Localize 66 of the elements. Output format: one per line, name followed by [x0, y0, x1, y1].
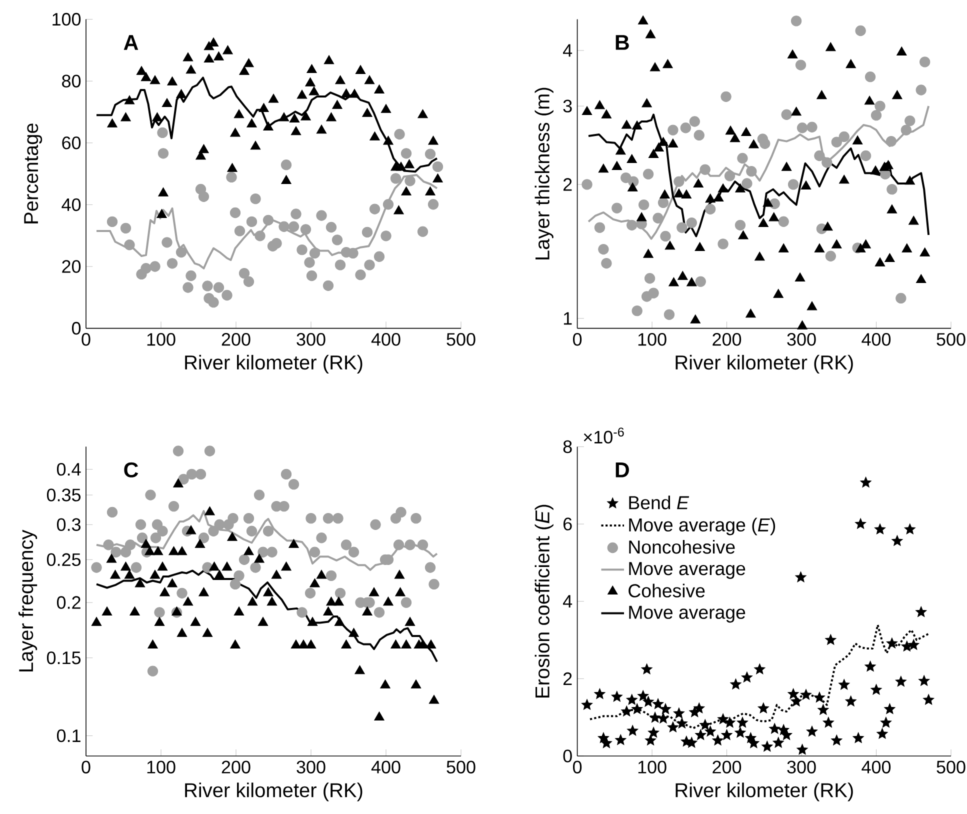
x-tick-label: 200 — [222, 760, 250, 774]
x-axis-title: River kilometer (RK) — [185, 354, 362, 374]
y-tick-label: 100 — [52, 12, 81, 26]
x-tick-label: 0 — [82, 333, 90, 346]
text: D — [616, 462, 629, 478]
x-tick-label: 100 — [638, 333, 666, 346]
y-tick-label: 0 — [563, 750, 572, 762]
x-tick-label: 300 — [787, 333, 816, 346]
x-tick-label: 400 — [371, 333, 400, 346]
y-axis-title: Percentage — [24, 124, 42, 224]
y-tick-label: 2 — [563, 672, 572, 685]
x-tick-label: 0 — [573, 760, 582, 774]
legend-label: Move average (E) — [629, 518, 776, 536]
y-tick-label: 20 — [62, 260, 81, 273]
line-series — [96, 174, 438, 270]
y-tick-label: 0.1 — [56, 729, 80, 742]
y-tick-label: 60 — [62, 136, 81, 150]
x-tick-label: 500 — [446, 333, 476, 346]
x-tick-label: 100 — [147, 760, 176, 774]
y-tick-label: 4 — [562, 44, 572, 57]
x-tick-label: 400 — [371, 760, 400, 774]
y-tick-label: 0.4 — [56, 462, 81, 476]
y-tick-label: 2 — [563, 178, 572, 191]
text: ×10$^{-6}$ — [584, 428, 624, 444]
text: C — [124, 462, 138, 478]
x-tick-label: 300 — [296, 333, 326, 346]
x-tick-label: 300 — [787, 760, 816, 774]
legend-label: Move average — [629, 562, 746, 579]
legend-label: Bend E — [629, 496, 690, 510]
x-tick-label: 400 — [862, 333, 891, 346]
legend-label: Noncohesive — [629, 540, 735, 554]
x-tick-label: 0 — [82, 760, 90, 774]
y-tick-label: 1 — [564, 312, 572, 325]
x-tick-label: 400 — [862, 760, 891, 774]
legend-label: Cohesive — [628, 584, 705, 598]
x-tick-label: 300 — [296, 760, 326, 774]
x-tick-label: 0 — [573, 333, 582, 346]
x-tick-label: 100 — [147, 333, 176, 346]
y-tick-label: 3 — [563, 100, 572, 112]
x-tick-label: 500 — [446, 760, 476, 774]
text: B — [616, 35, 629, 50]
y-tick-label: 4 — [563, 595, 572, 608]
legend-label: Move average — [629, 606, 746, 623]
y-tick-label: 0.25 — [46, 553, 81, 566]
x-axis-title: River kilometer (RK) — [185, 782, 362, 802]
y-tick-label: 8 — [563, 440, 572, 454]
y-tick-label: 0 — [72, 322, 81, 335]
y-tick-label: 0.35 — [46, 488, 81, 502]
y-tick-label: 6 — [564, 518, 572, 530]
text: A — [124, 35, 138, 50]
x-axis-title: River kilometer (RK) — [676, 354, 853, 374]
y-axis-title: Layer thickness (m) — [534, 88, 554, 260]
y-tick-label: 40 — [62, 198, 81, 212]
x-tick-label: 200 — [712, 760, 742, 774]
y-tick-label: 80 — [62, 74, 81, 88]
y-tick-label: 0.2 — [56, 596, 80, 609]
x-tick-label: 500 — [936, 760, 966, 774]
x-axis-title: River kilometer (RK) — [676, 782, 853, 802]
y-axis-title: Layer frequency — [18, 530, 38, 672]
x-tick-label: 200 — [222, 333, 250, 346]
x-tick-label: 200 — [712, 333, 742, 346]
y-tick-label: 0.3 — [56, 518, 80, 531]
x-tick-label: 100 — [638, 760, 666, 774]
y-tick-label: 0.15 — [46, 651, 81, 664]
x-tick-label: 500 — [936, 333, 966, 346]
y-axis-title: Erosion coefficient (E) — [534, 504, 554, 698]
